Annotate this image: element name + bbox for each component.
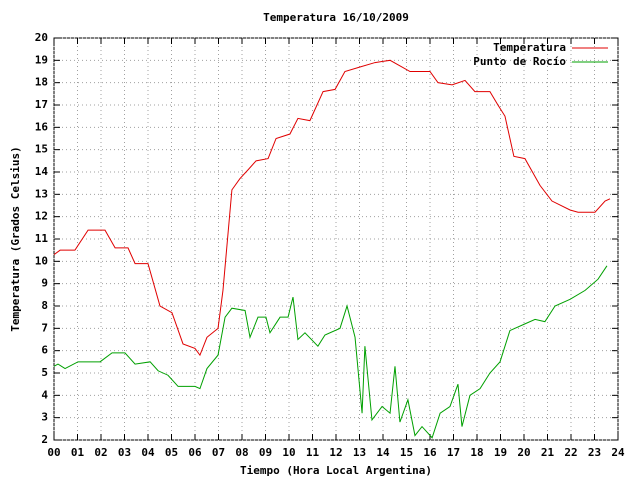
y-tick-label: 8	[41, 299, 48, 312]
x-tick-label: 12	[329, 446, 342, 459]
x-tick-label: 21	[541, 446, 555, 459]
y-axis-label: Temperatura (Grados Celsius)	[9, 146, 22, 331]
x-tick-label: 10	[282, 446, 295, 459]
y-tick-label: 16	[35, 120, 49, 133]
legend-label: Punto de Rocío	[473, 55, 566, 68]
y-tick-label: 7	[41, 321, 48, 334]
y-tick-label: 14	[35, 165, 49, 178]
y-tick-label: 12	[35, 210, 48, 223]
y-tick-label: 5	[41, 366, 48, 379]
chart-title: Temperatura 16/10/2009	[263, 11, 409, 24]
x-tick-label: 11	[306, 446, 320, 459]
x-tick-label: 24	[611, 446, 625, 459]
y-tick-label: 3	[41, 411, 48, 424]
y-tick-label: 20	[35, 31, 48, 44]
x-tick-label: 09	[259, 446, 272, 459]
x-tick-label: 00	[47, 446, 60, 459]
x-tick-label: 01	[71, 446, 85, 459]
y-tick-label: 13	[35, 187, 48, 200]
x-tick-label: 17	[447, 446, 460, 459]
x-tick-label: 23	[588, 446, 601, 459]
x-tick-label: 16	[423, 446, 437, 459]
y-tick-label: 9	[41, 277, 48, 290]
x-tick-label: 22	[564, 446, 577, 459]
x-tick-label: 18	[470, 446, 483, 459]
x-tick-label: 13	[353, 446, 366, 459]
y-tick-label: 11	[35, 232, 49, 245]
x-tick-label: 04	[141, 446, 155, 459]
data-line	[53, 59, 611, 357]
legend-label: Temperatura	[493, 41, 566, 54]
x-tick-label: 19	[494, 446, 507, 459]
y-tick-label: 17	[35, 98, 48, 111]
x-tick-label: 02	[94, 446, 107, 459]
x-tick-label: 05	[165, 446, 178, 459]
x-tick-label: 14	[376, 446, 390, 459]
x-axis-label: Tiempo (Hora Local Argentina)	[240, 464, 432, 477]
y-tick-label: 19	[35, 53, 48, 66]
data-line	[53, 265, 608, 439]
y-tick-label: 15	[35, 143, 48, 156]
x-tick-label: 03	[118, 446, 131, 459]
y-tick-label: 2	[41, 433, 48, 446]
y-tick-label: 10	[35, 254, 48, 267]
y-tick-label: 4	[41, 388, 48, 401]
y-tick-label: 18	[35, 76, 48, 89]
x-tick-label: 07	[212, 446, 225, 459]
x-tick-label: 08	[235, 446, 248, 459]
x-tick-label: 20	[517, 446, 530, 459]
x-tick-label: 06	[188, 446, 202, 459]
y-tick-label: 6	[41, 344, 48, 357]
x-tick-label: 15	[400, 446, 413, 459]
